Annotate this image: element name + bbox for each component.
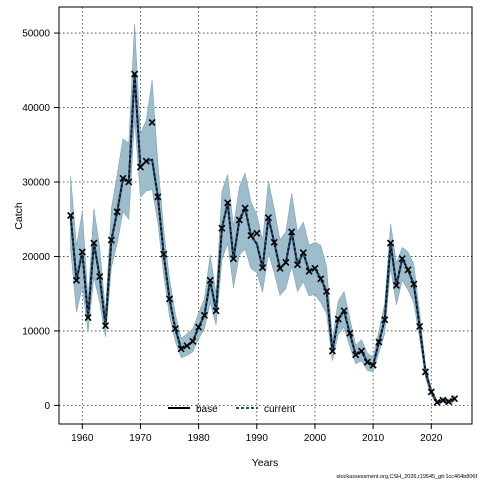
observed-point bbox=[160, 250, 168, 258]
observed-point bbox=[259, 264, 267, 272]
observed-point bbox=[84, 313, 92, 322]
observed-point bbox=[363, 358, 371, 366]
observed-point bbox=[218, 224, 226, 232]
observed-point bbox=[224, 199, 232, 207]
observed-point bbox=[212, 307, 220, 315]
observed-point bbox=[404, 266, 412, 274]
observed-point bbox=[392, 281, 400, 290]
observed-point bbox=[398, 255, 406, 263]
y-tick-label: 0 bbox=[44, 401, 50, 412]
observed-point bbox=[346, 329, 354, 337]
x-tick-label: 2020 bbox=[420, 433, 443, 444]
observed-point bbox=[142, 157, 150, 165]
confidence-band bbox=[70, 24, 455, 405]
observed-point bbox=[334, 315, 342, 323]
observed-point bbox=[276, 264, 284, 272]
observed-point bbox=[165, 295, 174, 303]
legend-base-label: base bbox=[196, 404, 218, 415]
observed-point bbox=[264, 214, 272, 222]
x-tick-label: 1990 bbox=[246, 433, 269, 444]
observed-point bbox=[253, 229, 261, 237]
y-tick-label: 20000 bbox=[22, 252, 50, 263]
observed-point bbox=[433, 398, 441, 406]
plot-frame bbox=[58, 6, 473, 425]
observed-point bbox=[299, 249, 307, 257]
observed-point bbox=[101, 322, 110, 330]
x-tick-label: 2010 bbox=[362, 433, 385, 444]
observed-point bbox=[119, 174, 127, 182]
observed-point bbox=[183, 342, 191, 350]
x-tick-label: 1980 bbox=[187, 433, 210, 444]
observed-point bbox=[357, 347, 366, 355]
y-tick-label: 40000 bbox=[22, 103, 50, 114]
observed-point bbox=[177, 345, 185, 353]
observed-markers bbox=[67, 70, 459, 406]
confidence-band-area bbox=[70, 24, 455, 405]
x-axis-title: Years bbox=[252, 457, 278, 469]
x-tick-label: 1970 bbox=[129, 433, 152, 444]
observed-point bbox=[67, 211, 75, 220]
observed-point bbox=[421, 368, 430, 376]
observed-point bbox=[241, 204, 249, 212]
observed-point bbox=[311, 264, 319, 272]
observed-point bbox=[317, 275, 325, 283]
observed-point bbox=[195, 323, 203, 331]
observed-point bbox=[107, 236, 115, 244]
x-tick-label: 2000 bbox=[304, 433, 327, 444]
y-tick-label: 50000 bbox=[22, 29, 50, 40]
observed-point bbox=[229, 255, 238, 263]
observed-point bbox=[148, 118, 156, 126]
footer-text: stockassessment.org,CSH_2026,r19545_git:… bbox=[336, 474, 477, 480]
observed-point bbox=[136, 163, 145, 171]
observed-point bbox=[445, 398, 453, 406]
observed-point bbox=[282, 258, 290, 266]
observed-point bbox=[131, 70, 139, 78]
observed-point bbox=[381, 316, 389, 324]
y-tick-label: 30000 bbox=[22, 177, 50, 188]
observed-point bbox=[340, 307, 348, 315]
observed-point bbox=[293, 261, 302, 269]
observed-point bbox=[171, 325, 179, 333]
observed-point bbox=[189, 337, 197, 345]
observed-point bbox=[352, 351, 360, 359]
observed-point bbox=[439, 396, 447, 404]
y-axis-title: Catch bbox=[13, 202, 25, 230]
observed-point bbox=[206, 276, 214, 284]
observed-point bbox=[288, 228, 296, 236]
axis-ticks: 1960 1970 1980 1990 2000 2010 2020 0 10000 20000 3… bbox=[22, 29, 443, 444]
observed-point bbox=[305, 267, 313, 275]
observed-point bbox=[416, 322, 424, 331]
observed-point bbox=[154, 193, 162, 201]
observed-point bbox=[323, 287, 331, 296]
observed-point bbox=[125, 178, 133, 186]
x-tick-label: 1960 bbox=[71, 433, 94, 444]
legend-current-label: current bbox=[264, 404, 295, 415]
observed-point bbox=[200, 311, 208, 319]
legend: base current bbox=[168, 404, 295, 415]
observed-point bbox=[410, 280, 418, 288]
y-tick-label: 10000 bbox=[22, 326, 50, 337]
observed-point bbox=[386, 239, 395, 247]
observed-point bbox=[247, 232, 255, 240]
observed-point bbox=[96, 272, 104, 281]
observed-point bbox=[113, 208, 121, 216]
observed-point bbox=[328, 347, 336, 355]
observed-point bbox=[72, 276, 81, 284]
observed-point bbox=[369, 361, 377, 369]
observed-point bbox=[450, 395, 459, 403]
observed-point bbox=[90, 239, 98, 247]
observed-point bbox=[235, 216, 243, 224]
observed-point bbox=[427, 388, 435, 396]
observed-point bbox=[78, 248, 86, 256]
observed-point bbox=[375, 338, 383, 346]
observed-point bbox=[270, 238, 278, 246]
